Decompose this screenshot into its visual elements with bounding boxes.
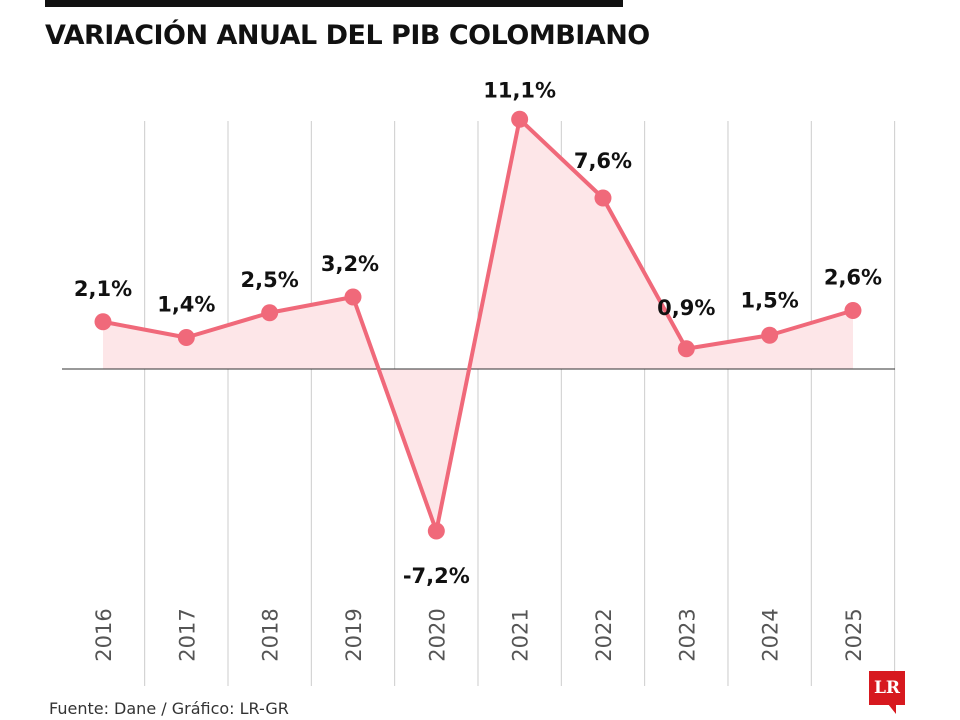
x-tick-label: 2024 <box>759 608 783 661</box>
data-label: -7,2% <box>403 564 470 588</box>
series-line <box>102 117 854 533</box>
x-tick-label: 2021 <box>509 608 533 661</box>
x-tick-label: 2025 <box>842 608 866 661</box>
data-label: 1,5% <box>741 288 799 312</box>
data-label: 2,6% <box>824 266 882 290</box>
data-label: 1,4% <box>157 293 215 317</box>
data-point <box>94 313 112 331</box>
data-point <box>344 288 362 306</box>
data-point <box>594 189 612 207</box>
data-label: 0,9% <box>657 296 715 320</box>
x-tick-label: 2023 <box>675 608 699 661</box>
lr-logo-tail <box>888 704 896 714</box>
x-tick-label: 2022 <box>592 608 616 661</box>
data-point <box>177 329 195 346</box>
chart-title: VARIACIÓN ANUAL DEL PIB COLOMBIANO <box>45 20 650 51</box>
x-tick-label: 2017 <box>175 608 199 661</box>
data-label: 2,5% <box>241 268 299 292</box>
data-label: 2,1% <box>74 277 132 301</box>
data-point <box>677 340 695 358</box>
data-point <box>511 110 529 128</box>
lr-logo: LR <box>869 671 905 705</box>
x-tick-label: 2020 <box>425 608 449 661</box>
x-tick-label: 2019 <box>342 608 366 661</box>
data-point <box>761 326 779 344</box>
x-tick-label: 2016 <box>92 608 116 661</box>
source-note: Fuente: Dane / Gráfico: LR-GR <box>49 699 289 718</box>
data-label: 3,2% <box>321 252 379 276</box>
data-point <box>261 304 279 322</box>
data-label: 11,1% <box>483 78 556 102</box>
data-point <box>427 522 445 540</box>
x-tick-label: 2018 <box>259 608 283 661</box>
data-point <box>844 302 862 319</box>
title-rule <box>45 0 623 7</box>
data-label: 7,6% <box>574 149 632 173</box>
area-fill <box>103 119 853 531</box>
